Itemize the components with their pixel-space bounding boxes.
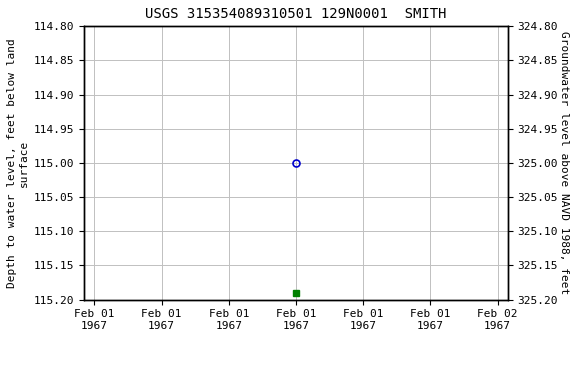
- Y-axis label: Depth to water level, feet below land
surface: Depth to water level, feet below land su…: [7, 38, 29, 288]
- Y-axis label: Groundwater level above NAVD 1988, feet: Groundwater level above NAVD 1988, feet: [559, 31, 569, 295]
- Title: USGS 315354089310501 129N0001  SMITH: USGS 315354089310501 129N0001 SMITH: [145, 7, 447, 21]
